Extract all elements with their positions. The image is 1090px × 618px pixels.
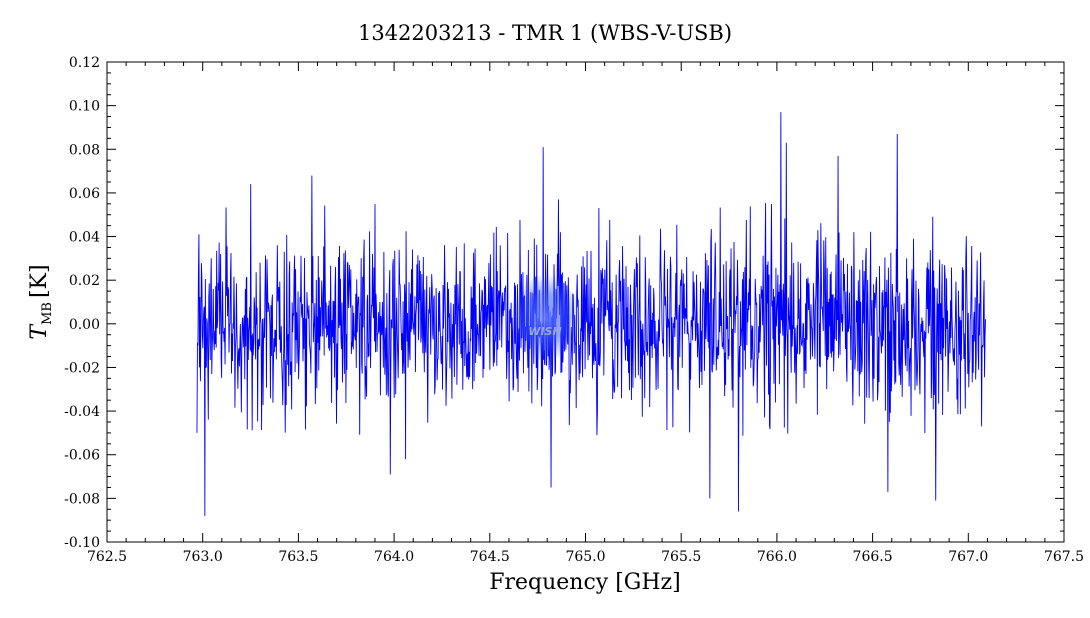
x-tick-label: 766.0	[757, 549, 797, 565]
x-tick-label: 763.0	[183, 549, 223, 565]
x-tick-label: 762.5	[87, 549, 127, 565]
x-tick-label: 767.0	[948, 549, 988, 565]
x-tick-label: 765.5	[661, 549, 701, 565]
y-tick-label: -0.08	[64, 491, 100, 507]
y-tick-label: 0.04	[69, 230, 100, 246]
x-tick-label: 764.0	[374, 549, 414, 565]
x-tick-label: 767.5	[1044, 549, 1084, 565]
watermark-glow	[509, 274, 581, 362]
y-tick-label: 0.06	[69, 186, 100, 202]
watermark-text: WISH	[528, 325, 561, 338]
y-tick-label: -0.06	[64, 448, 100, 464]
x-axis-label: Frequency [GHz]	[489, 570, 681, 595]
y-tick-label: 0.00	[69, 317, 100, 333]
plot-area	[196, 112, 986, 516]
y-tick-label: 0.08	[69, 142, 100, 158]
y-tick-label: 0.12	[69, 55, 100, 71]
y-tick-label: 0.02	[69, 273, 100, 289]
y-tick-label: 0.10	[69, 99, 100, 115]
wish-watermark-logo: WISH	[509, 274, 581, 362]
y-axis-label: TMB [K]	[27, 264, 55, 339]
y-axis-label-unit: [K]	[27, 264, 52, 298]
chart-title: 1342203213 - TMR 1 (WBS-V-USB)	[358, 21, 732, 45]
x-tick-label: 766.5	[853, 549, 893, 565]
x-tick-label: 763.5	[278, 549, 318, 565]
x-tick-label: 764.5	[470, 549, 510, 565]
y-axis-label-symbol: T	[27, 323, 52, 340]
y-tick-label: -0.02	[64, 360, 100, 376]
y-tick-label: -0.04	[64, 404, 100, 420]
y-tick-label: -0.10	[64, 535, 100, 551]
x-tick-label: 765.0	[565, 549, 605, 565]
spectrum-series-line-0	[196, 112, 986, 516]
axes: 762.5 763.0 763.5 764.0 764.5 765.0 765.5 766.0…	[64, 55, 1084, 565]
y-axis-label-subscript: MB	[40, 302, 55, 325]
